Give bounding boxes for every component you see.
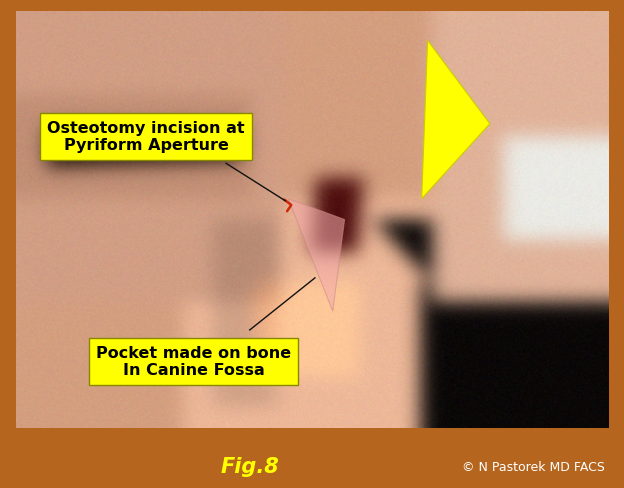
Text: Osteotomy incision at
Pyriform Aperture: Osteotomy incision at Pyriform Aperture (47, 121, 245, 153)
Text: © N Pastorek MD FACS: © N Pastorek MD FACS (462, 460, 605, 473)
Polygon shape (288, 199, 344, 311)
Text: Pocket made on bone
In Canine Fossa: Pocket made on bone In Canine Fossa (96, 346, 291, 378)
Polygon shape (422, 41, 490, 199)
Text: Fig.8: Fig.8 (220, 456, 279, 476)
